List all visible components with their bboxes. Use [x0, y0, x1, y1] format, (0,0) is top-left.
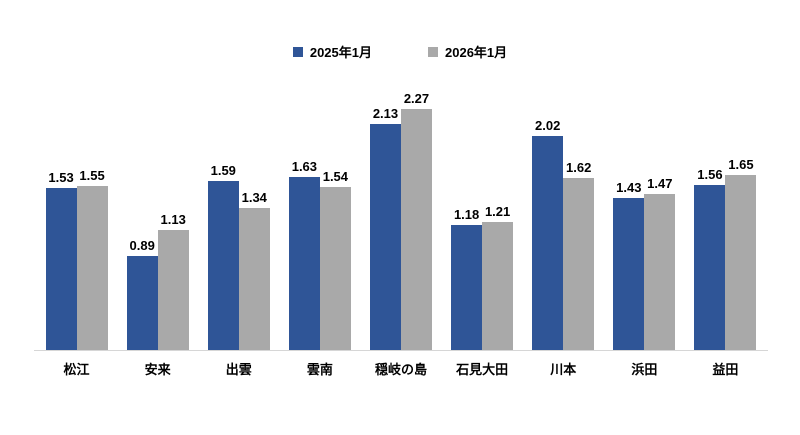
- legend-swatch-icon: [428, 46, 438, 57]
- legend-swatch-icon: [292, 46, 303, 57]
- bar-value-label: 1.62: [566, 160, 592, 175]
- bar-group: 1.43 1.47: [604, 85, 685, 350]
- legend-item-0: 2025年1月: [292, 42, 372, 61]
- bar-value-label: 1.55: [79, 168, 105, 183]
- bar-value-label: 1.65: [728, 157, 754, 172]
- bar-series2: [563, 178, 595, 350]
- bar-value-label: 1.34: [241, 190, 267, 205]
- bar-column: 2.27: [400, 85, 432, 350]
- bar-value-label: 2.13: [372, 106, 399, 121]
- bar-value-label: 1.59: [210, 163, 236, 178]
- bar-series2: [76, 186, 108, 350]
- bar-value-label: 1.18: [453, 207, 480, 222]
- bar-group: 2.02 1.62: [523, 85, 604, 350]
- bar-value-label: 2.27: [403, 91, 430, 106]
- bar-column: 1.59: [207, 85, 239, 350]
- bar-group: 0.89 1.13: [117, 85, 198, 350]
- category-label: 益田: [712, 362, 739, 377]
- category-label: 川本: [550, 362, 577, 377]
- bar-value-label: 1.13: [160, 212, 186, 227]
- bar-group: 1.18 1.21: [442, 85, 523, 350]
- bar-column: 1.56: [694, 85, 726, 350]
- category-label: 松江: [63, 362, 90, 377]
- bar-column: 1.55: [76, 85, 108, 350]
- bar-value-label: 2.02: [535, 118, 561, 133]
- category-label: 雲南: [306, 362, 333, 377]
- bar-series2: [238, 208, 270, 350]
- bar-series2: [319, 187, 351, 350]
- bar-series1: [288, 177, 320, 350]
- bar-series2: [400, 109, 432, 350]
- bar-series2: [644, 194, 676, 350]
- plot-area: 1.53 1.55 0.89 1.13 1.59 1.34 1.63 1.54 2.13 2.27…: [34, 85, 768, 385]
- bar-column: 1.54: [319, 85, 351, 350]
- bar-column: 1.63: [288, 85, 320, 350]
- bar-column: 1.47: [644, 85, 676, 350]
- bar-series1: [613, 198, 645, 350]
- bar-series1: [369, 124, 401, 350]
- bar-value-label: 1.63: [291, 159, 318, 174]
- category-axis-labels: 松江 安来 出雲 雲南 穏岐の島 石見大田 川本 浜田 益田: [36, 359, 766, 378]
- bar-column: 1.65: [725, 85, 757, 350]
- bar-column: 1.34: [238, 85, 270, 350]
- bar-column: 1.62: [563, 85, 595, 350]
- bar-column: 1.18: [451, 85, 483, 350]
- legend-item-1: 2026年1月: [428, 42, 507, 61]
- bar-series2: [725, 175, 757, 350]
- bar-value-label: 1.53: [48, 170, 74, 185]
- bar-value-label: 1.21: [484, 204, 511, 219]
- bar-group: 2.13 2.27: [360, 85, 441, 350]
- legend-label: 2025年1月: [309, 45, 372, 60]
- category-label: 穏岐の島: [374, 362, 427, 377]
- bar-series1: [532, 136, 564, 350]
- x-axis-line: [34, 350, 768, 351]
- bar-column: 0.89: [126, 85, 158, 350]
- bar-value-label: 1.54: [322, 169, 349, 184]
- bar-series2: [157, 230, 189, 350]
- legend-label: 2026年1月: [445, 45, 508, 60]
- bar-group: 1.56 1.65: [685, 85, 766, 350]
- category-label: 浜田: [631, 362, 658, 377]
- bar-value-label: 1.47: [647, 176, 673, 191]
- bar-column: 1.53: [45, 85, 77, 350]
- bar-column: 2.13: [369, 85, 401, 350]
- bar-groups: 1.53 1.55 0.89 1.13 1.59 1.34 1.63 1.54 2.13 2.27…: [36, 85, 766, 350]
- bar-column: 2.02: [532, 85, 564, 350]
- category-label: 安来: [144, 362, 171, 377]
- bar-group: 1.63 1.54: [279, 85, 360, 350]
- bar-series1: [694, 185, 726, 350]
- bar-value-label: 0.89: [129, 238, 155, 253]
- bar-value-label: 1.56: [697, 167, 723, 182]
- bar-series1: [207, 181, 239, 350]
- bar-series1: [451, 225, 483, 350]
- bar-series2: [482, 222, 514, 350]
- bar-group: 1.59 1.34: [198, 85, 279, 350]
- bar-column: 1.43: [613, 85, 645, 350]
- bar-series1: [126, 256, 158, 350]
- bar-value-label: 1.43: [616, 180, 642, 195]
- bar-series1: [45, 188, 77, 350]
- bar-column: 1.13: [157, 85, 189, 350]
- category-label: 石見大田: [456, 362, 509, 377]
- chart-legend: 2025年1月 2026年1月: [0, 42, 800, 61]
- bar-column: 1.21: [482, 85, 514, 350]
- bar-group: 1.53 1.55: [36, 85, 117, 350]
- category-label: 出雲: [225, 362, 252, 377]
